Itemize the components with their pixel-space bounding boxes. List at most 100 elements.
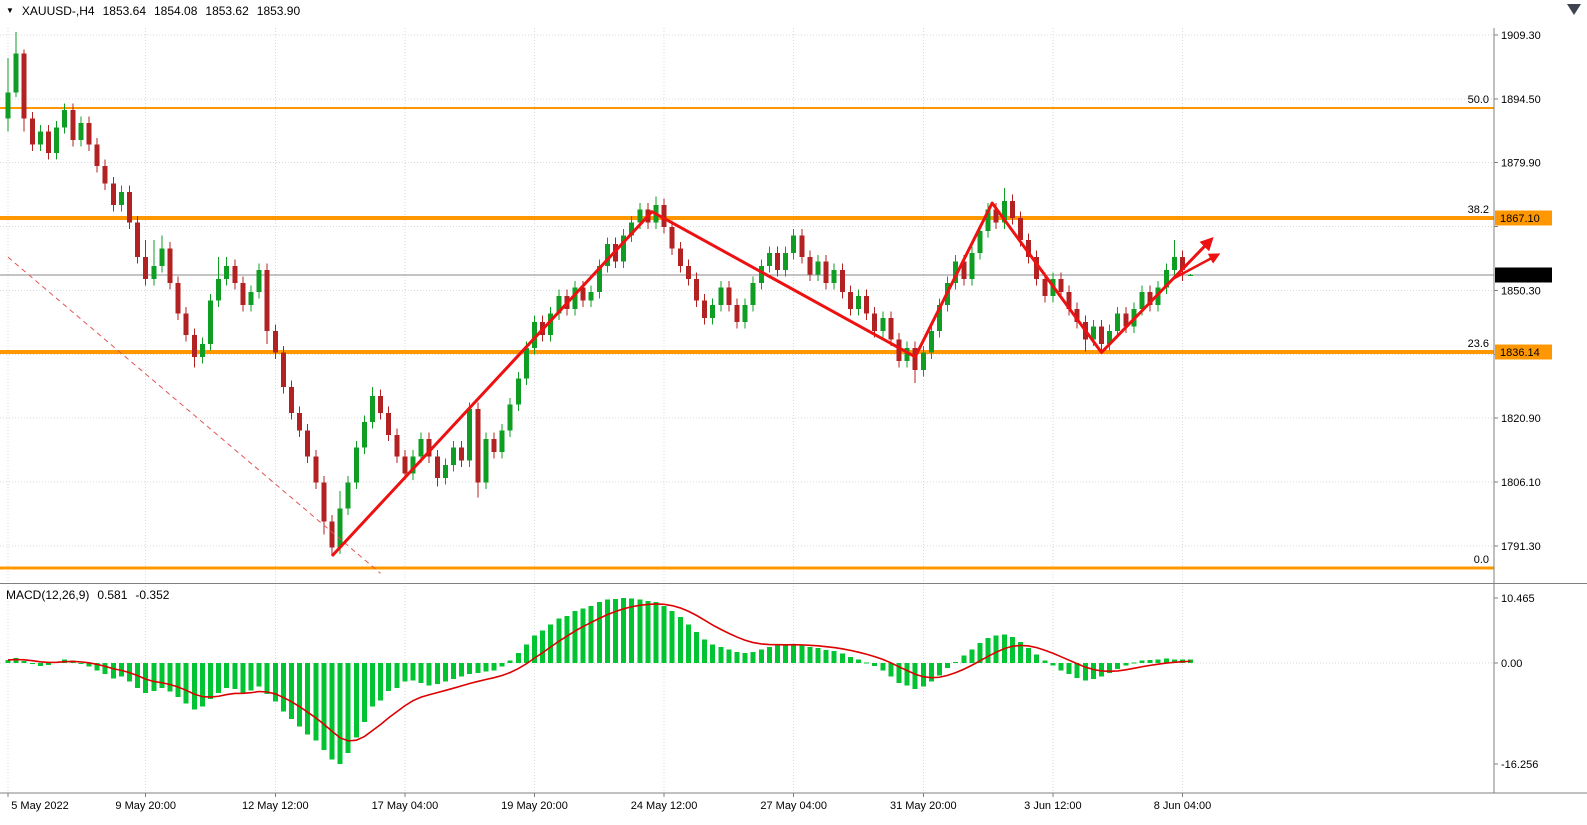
macd-bar: [580, 608, 586, 663]
candle-body: [1171, 257, 1177, 271]
macd-bar: [280, 663, 286, 712]
candle-body: [248, 291, 254, 305]
candle-body: [807, 257, 813, 275]
candle-body: [961, 261, 967, 279]
candle-body: [1163, 270, 1169, 288]
candle-body: [1034, 257, 1040, 279]
chart-shift-marker[interactable]: [1567, 4, 1581, 15]
macd-scale-label: 0.00: [1501, 658, 1522, 670]
candle-body: [702, 300, 708, 318]
macd-scale-label: -16.256: [1501, 759, 1538, 771]
candle-body: [491, 439, 497, 453]
macd-bar: [329, 663, 335, 760]
candle-body: [872, 313, 878, 331]
candle-body: [46, 131, 51, 154]
macd-signal-line: [7, 603, 1191, 742]
candle-body: [750, 283, 756, 305]
candle-body: [70, 109, 76, 141]
ohlc-close-value: 1853.90: [256, 4, 301, 18]
candle-body: [742, 304, 748, 323]
price-axis-label: 1850.30: [1501, 286, 1541, 298]
candle-body: [499, 430, 505, 453]
forecast-arrow[interactable]: [1172, 253, 1221, 280]
macd-bar: [645, 600, 651, 663]
macd-bar: [993, 635, 999, 663]
macd-bar: [1163, 658, 1169, 663]
macd-bar: [159, 663, 165, 688]
candle-body: [1042, 278, 1048, 297]
macd-bar: [540, 630, 546, 663]
macd-bar: [621, 598, 627, 663]
candle-body: [580, 287, 586, 301]
macd-bar: [1050, 663, 1056, 666]
macd-bar: [345, 663, 351, 754]
indicator-name: MACD(12,26,9): [6, 588, 90, 602]
candle-body: [839, 270, 845, 292]
macd-bar: [175, 663, 181, 698]
candle-body: [337, 508, 343, 548]
price-axis-label: 1894.50: [1501, 94, 1541, 106]
candle-body: [896, 339, 902, 362]
macd-bar: [297, 663, 303, 727]
price-axis-label: 1909.30: [1501, 30, 1541, 42]
candle-body: [54, 127, 60, 154]
candle-body: [394, 434, 400, 457]
macd-bar: [888, 663, 894, 677]
macd-bar: [305, 663, 311, 735]
macd-bar: [232, 663, 238, 690]
candle-body: [556, 296, 562, 314]
candle-body: [523, 348, 529, 379]
macd-bar: [726, 649, 732, 663]
macd-bar: [248, 663, 254, 691]
symbol-dropdown-icon[interactable]: ▼: [6, 6, 14, 15]
macd-bar: [1139, 660, 1145, 663]
trend-zigzag-arrow[interactable]: [330, 201, 1214, 558]
candle-body: [313, 456, 319, 483]
candle-body: [1188, 274, 1194, 277]
candle-body: [94, 144, 100, 167]
macd-bar: [847, 656, 853, 663]
macd-bar: [1147, 659, 1153, 663]
macd-bar: [783, 644, 789, 663]
candle-body: [329, 521, 335, 548]
candle-body: [823, 261, 829, 284]
macd-bar: [475, 663, 481, 673]
macd-bar: [1042, 660, 1048, 663]
price-axis-label: 1806.10: [1501, 477, 1541, 489]
candle-body: [289, 387, 294, 414]
macd-bar: [143, 663, 149, 693]
macd-bar: [831, 651, 837, 663]
macd-bar: [272, 663, 278, 702]
macd-bar: [750, 651, 756, 663]
candle-body: [726, 287, 732, 305]
candle-body: [718, 287, 724, 305]
candle-body: [791, 235, 797, 253]
macd-bar: [702, 639, 708, 663]
candle-body: [783, 252, 789, 271]
macd-bar: [29, 663, 35, 665]
candle-body: [264, 270, 270, 331]
macd-bar: [5, 659, 11, 663]
macd-bar: [734, 651, 740, 663]
macd-bar: [548, 624, 554, 663]
macd-bar: [240, 663, 246, 693]
candle-body: [1180, 257, 1185, 271]
descending-trendline[interactable]: [7, 256, 381, 574]
candle-body: [710, 304, 716, 318]
macd-bar: [945, 663, 951, 668]
macd-bar: [596, 602, 602, 663]
macd-bar: [718, 646, 724, 663]
macd-bar: [1074, 663, 1080, 678]
candle-body: [734, 304, 740, 323]
macd-bar: [710, 644, 716, 663]
macd-bar: [1155, 659, 1161, 663]
macd-bar: [1188, 659, 1194, 663]
macd-bar: [961, 655, 967, 663]
macd-bar: [588, 605, 594, 663]
macd-bar: [896, 663, 902, 683]
candle-body: [216, 278, 222, 301]
candle-body: [86, 122, 92, 145]
candle-body: [110, 183, 116, 206]
